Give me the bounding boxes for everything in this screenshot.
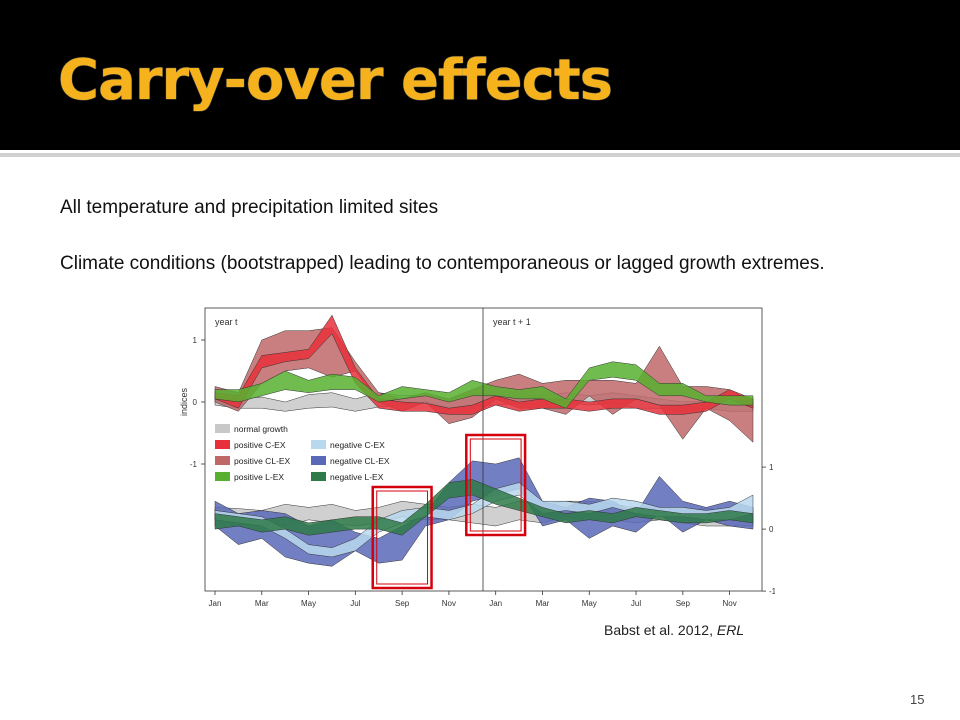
band-upper-positive-c-ex bbox=[214, 314, 754, 415]
year-t1-label: year t + 1 bbox=[493, 317, 531, 327]
highlight-box-year-t1 bbox=[465, 433, 527, 537]
right-tick-label: -1 bbox=[769, 587, 775, 596]
left-axis-title: indices bbox=[179, 387, 189, 416]
x-tick-label: Jan bbox=[209, 599, 222, 608]
legend-label-negative-l-ex: negative L-EX bbox=[330, 472, 384, 482]
x-tick-label: Nov bbox=[722, 599, 736, 608]
legend-label-normal-growth: normal growth bbox=[234, 424, 288, 434]
left-tick-label: -1 bbox=[190, 460, 198, 469]
x-tick-label: Sep bbox=[676, 599, 691, 608]
x-tick-label: Mar bbox=[255, 599, 269, 608]
legend-swatch-positive-c-ex bbox=[215, 440, 230, 449]
legend-swatch-positive-cl-ex bbox=[215, 456, 230, 465]
x-tick-label: Jul bbox=[631, 599, 641, 608]
title-divider bbox=[0, 150, 960, 153]
title-bar: Carry-over effects bbox=[0, 0, 960, 150]
highlight-box-year-t-inner bbox=[376, 490, 429, 585]
highlight-boxes bbox=[371, 433, 527, 590]
highlight-box-year-t bbox=[371, 485, 433, 590]
axis-ticks: 1 0 -1 1 0 -1 Jan Mar May Jul Sep Nov Jan Mar May Jul Se… bbox=[190, 336, 775, 608]
year-t-label: year t bbox=[215, 317, 238, 327]
legend: normal growth positive C-EX negative C-EX p… bbox=[215, 424, 390, 482]
x-tick-label: May bbox=[301, 599, 316, 608]
legend-label-positive-l-ex: positive L-EX bbox=[234, 472, 284, 482]
band-upper-positive-l-ex bbox=[214, 361, 754, 409]
legend-label-negative-c-ex: negative C-EX bbox=[330, 440, 385, 450]
title-divider-shadow bbox=[0, 153, 960, 157]
x-tick-label: May bbox=[582, 599, 597, 608]
legend-swatch-negative-c-ex bbox=[311, 440, 326, 449]
bands-layer bbox=[214, 314, 754, 567]
x-tick-label: Jul bbox=[350, 599, 360, 608]
highlight-box-year-t1-inner bbox=[469, 438, 522, 532]
x-tick-label: Sep bbox=[395, 599, 410, 608]
x-tick-label: Mar bbox=[536, 599, 550, 608]
page-number: 15 bbox=[910, 692, 925, 707]
body-text-line-2: Climate conditions (bootstrapped) leadin… bbox=[60, 253, 825, 274]
growth-extremes-figure: year t year t + 1 indices indices 10-110… bbox=[179, 307, 775, 608]
band-lower-negative-l-ex bbox=[214, 479, 754, 536]
left-tick-label: 0 bbox=[193, 398, 198, 407]
plot-frame bbox=[204, 307, 763, 592]
right-tick-label: 1 bbox=[769, 463, 774, 472]
legend-swatch-positive-l-ex bbox=[215, 472, 230, 481]
legend-swatch-negative-cl-ex bbox=[311, 456, 326, 465]
citation: Babst et al. 2012, ERL bbox=[604, 622, 744, 638]
x-tick-label: Nov bbox=[442, 599, 456, 608]
x-tick-label: Jan bbox=[489, 599, 502, 608]
citation-journal: ERL bbox=[716, 622, 745, 638]
body-text-line-1: All temperature and precipitation limite… bbox=[60, 197, 439, 218]
legend-swatch-normal-growth bbox=[215, 424, 230, 433]
citation-authors: Babst et al. 2012, bbox=[604, 622, 717, 638]
left-tick-label: 1 bbox=[193, 336, 198, 345]
legend-label-positive-c-ex: positive C-EX bbox=[234, 440, 286, 450]
slide-title: Carry-over effects bbox=[58, 48, 613, 113]
legend-label-negative-cl-ex: negative CL-EX bbox=[330, 456, 390, 466]
legend-swatch-negative-l-ex bbox=[311, 472, 326, 481]
right-tick-label: 0 bbox=[769, 525, 774, 534]
legend-label-positive-cl-ex: positive CL-EX bbox=[234, 456, 291, 466]
